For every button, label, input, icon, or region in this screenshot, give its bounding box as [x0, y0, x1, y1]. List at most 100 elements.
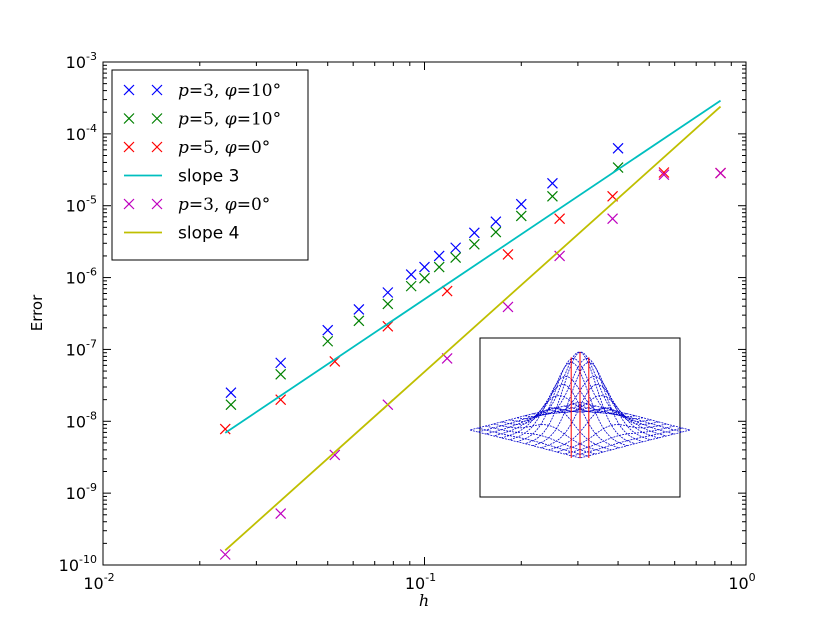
- inset-mesh-line: [469, 401, 581, 431]
- data-point: [275, 357, 287, 369]
- data-point: [607, 213, 619, 225]
- y-tick-label: 10-7: [66, 337, 97, 359]
- legend-entry: p=5, φ=0°: [123, 138, 270, 158]
- data-point: [225, 399, 237, 411]
- data-point: [275, 368, 287, 380]
- data-point: [322, 335, 334, 347]
- legend-marker: [123, 113, 135, 124]
- legend: p=3, φ=10° p=5, φ=10° p=5, φ=0° slope 3 p=3,…: [111, 69, 309, 261]
- data-point: [515, 210, 527, 222]
- data-point: [502, 301, 514, 313]
- inset-mesh-line: [501, 407, 612, 451]
- data-point: [405, 280, 417, 292]
- inset-mesh-line: [540, 376, 651, 441]
- y-tick-label: 10-5: [66, 194, 97, 216]
- legend-entries: p=3, φ=10° p=5, φ=10° p=5, φ=0° slope 3 p=3,…: [123, 81, 281, 244]
- data-point: [441, 285, 453, 297]
- legend-marker: [123, 198, 135, 210]
- data-point: [322, 324, 334, 336]
- legend-label: p=5, φ=10°: [178, 110, 281, 130]
- inset-mesh-line: [579, 401, 691, 431]
- inset-mesh-line: [532, 357, 644, 443]
- data-point: [405, 269, 417, 281]
- data-point: [468, 227, 480, 239]
- inset-mesh-line: [579, 429, 691, 459]
- y-tick-label: 10-4: [66, 122, 97, 144]
- inset-mesh-line: [469, 429, 581, 459]
- x-tick-label: 10-1: [405, 571, 436, 593]
- data-point: [433, 250, 445, 262]
- inset-mesh-line: [572, 403, 683, 433]
- legend-marker: [151, 198, 163, 210]
- inset-mesh-line: [556, 423, 667, 453]
- data-point: [382, 298, 394, 310]
- inset-mesh-line: [540, 384, 651, 449]
- inset-mesh-line: [524, 351, 636, 445]
- data-point: [547, 190, 558, 202]
- inset-mesh-line: [517, 361, 628, 447]
- data-point: [219, 549, 231, 560]
- legend-marker: [123, 84, 135, 96]
- data-point: [554, 213, 566, 225]
- inset-mesh-line: [477, 403, 588, 433]
- data-point: [382, 287, 394, 298]
- legend-entry: p=3, φ=0°: [123, 195, 270, 215]
- legend-entry: slope 3: [124, 167, 239, 187]
- data-point: [450, 252, 462, 263]
- legend-marker: [151, 84, 163, 96]
- data-point: [612, 142, 624, 154]
- data-point: [275, 394, 287, 406]
- inset-mesh-line: [477, 427, 588, 457]
- legend-label: slope 4: [178, 224, 239, 244]
- series-3: [224, 99, 722, 434]
- legend-marker: [123, 141, 135, 153]
- legend-box: [111, 69, 309, 261]
- data-point: [329, 449, 341, 461]
- x-tick-label: 100: [728, 571, 755, 593]
- data-point: [419, 272, 430, 284]
- y-tick-label: 10-3: [66, 50, 97, 72]
- inset-mesh-surface: [469, 351, 691, 459]
- series-line: [224, 99, 722, 434]
- data-point: [219, 423, 231, 435]
- y-tick-label: 10-9: [66, 481, 97, 503]
- series-5: [224, 105, 722, 552]
- data-point: [658, 167, 670, 178]
- data-point: [658, 169, 670, 181]
- x-axis-label: h: [419, 591, 429, 610]
- x-tick-label: 10-2: [83, 571, 114, 593]
- data-point: [547, 177, 558, 189]
- y-axis-label: Error: [28, 294, 46, 331]
- inset-mesh-line: [572, 427, 683, 457]
- series-line: [224, 105, 722, 552]
- data-point: [419, 261, 430, 273]
- inset-mesh-line: [548, 407, 659, 451]
- inset: [469, 337, 691, 498]
- data-point: [502, 248, 514, 260]
- data-point: [382, 320, 394, 332]
- y-tick-label: 10-8: [66, 409, 97, 431]
- data-point: [353, 304, 365, 315]
- inset-mesh-line: [532, 361, 643, 447]
- data-point: [515, 198, 527, 210]
- x-tick-labels: 10-2 10-1 100: [83, 571, 755, 593]
- data-point: [275, 508, 287, 519]
- inset-mesh-line: [564, 425, 675, 455]
- inset-mesh-line: [548, 395, 659, 439]
- inset-mesh-line: [485, 425, 596, 455]
- inset-mesh-line: [501, 395, 612, 439]
- legend-label: p=3, φ=10°: [178, 81, 281, 101]
- inset-mesh-line: [493, 423, 604, 453]
- legend-label: p=3, φ=0°: [178, 195, 270, 215]
- inset-mesh-line: [509, 376, 620, 441]
- inset-mesh-line: [509, 384, 620, 449]
- inset-mesh-line: [524, 351, 636, 445]
- y-tick-label: 10-10: [59, 553, 97, 575]
- legend-entry: p=3, φ=10°: [123, 81, 281, 101]
- legend-entry: p=5, φ=10°: [123, 110, 281, 130]
- inset-mesh-line: [516, 357, 628, 443]
- data-point: [433, 261, 445, 273]
- series-layer: [219, 99, 726, 560]
- legend-marker: [151, 141, 163, 153]
